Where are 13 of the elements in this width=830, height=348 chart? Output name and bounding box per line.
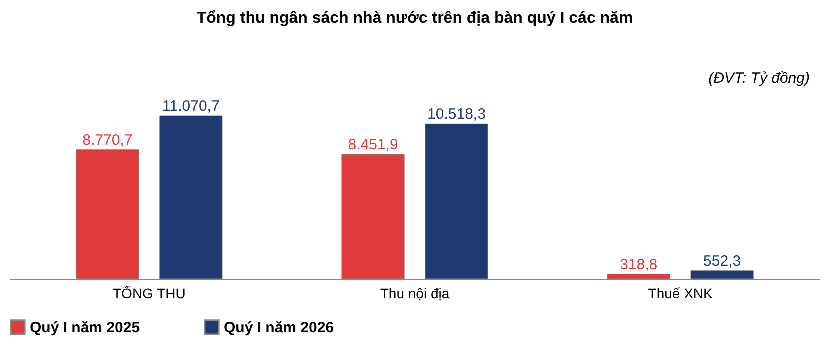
legend-label: Quý I năm 2025	[30, 319, 140, 336]
x-tick-label: Thu nội địa	[380, 286, 450, 302]
data-label: 11.070,7	[162, 98, 220, 115]
chart-title: Tổng thu ngân sách nhà nước trên địa bàn quý I các năm	[196, 10, 634, 27]
x-tick-label: Thuế XNK	[648, 286, 714, 302]
legend-label: Quý I năm 2026	[224, 319, 334, 336]
x-tick-label: TỔNG THU	[112, 286, 186, 302]
data-label: 10.518,3	[428, 106, 486, 124]
text: (ĐVT: Tỷ đồng)	[708, 70, 810, 87]
data-label: 8.770,7	[82, 132, 133, 149]
data-label: 8.451,9	[348, 136, 398, 154]
data-label: 552,3	[704, 252, 742, 270]
data-label: 318,8	[620, 256, 658, 274]
